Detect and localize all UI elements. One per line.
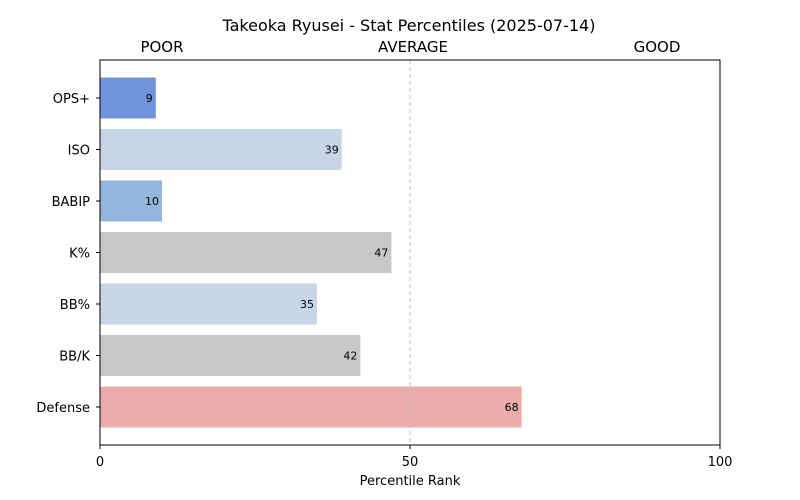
bar-value-label: 39 [325, 144, 339, 157]
category-label: BABIP [52, 195, 91, 210]
category-label: Defense [36, 401, 90, 416]
x-tick-label: 100 [708, 455, 733, 470]
category-label: BB/K [59, 350, 90, 365]
category-label: OPS+ [53, 92, 90, 107]
bar-bb [100, 283, 317, 325]
bar-babip [100, 180, 162, 222]
bar-defense [100, 386, 522, 428]
bar-value-label: 9 [146, 92, 153, 105]
bar-bb-k [100, 335, 361, 376]
x-axis-ticks: 0 50 100 [96, 445, 733, 470]
bar-iso [100, 129, 342, 170]
zone-label-good: GOOD [634, 38, 681, 56]
bar-k [100, 232, 392, 273]
x-tick-label: 0 [96, 455, 104, 470]
bar-value-label: 10 [145, 195, 159, 208]
x-axis-title: Percentile Rank [360, 474, 461, 489]
bar-value-label: 35 [300, 298, 314, 311]
bar-value-label: 68 [505, 401, 519, 414]
bar-value-label: 47 [374, 247, 388, 260]
category-label: K% [69, 247, 90, 262]
bar-ops [100, 77, 156, 119]
category-label: ISO [68, 144, 90, 159]
category-label: BB% [60, 298, 90, 313]
chart-title: Takeoka Ryusei - Stat Percentiles (2025-… [222, 16, 596, 35]
x-tick-label: 50 [402, 455, 419, 470]
bar-value-label: 42 [343, 350, 357, 363]
bars-layer: 9 OPS+ 39 ISO 10 BABIP 47 K% 35 BB% 42 BB/K 68 Defens… [36, 77, 522, 428]
zone-label-poor: POOR [140, 38, 183, 56]
zone-label-average: AVERAGE [378, 38, 448, 56]
